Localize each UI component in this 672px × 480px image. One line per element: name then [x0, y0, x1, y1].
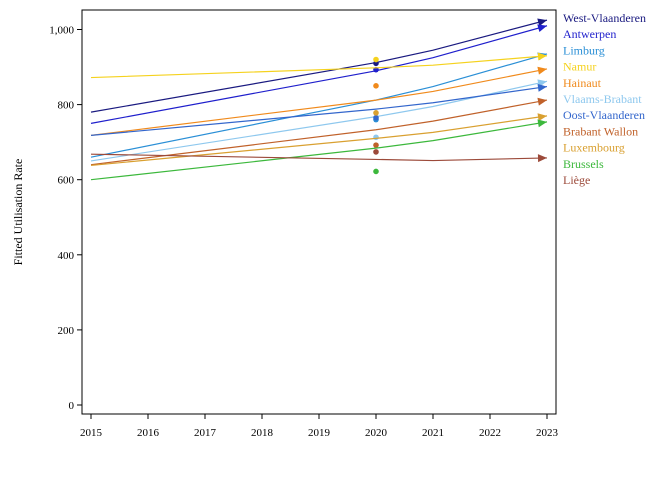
observed-point: [373, 83, 379, 89]
y-tick-label: 200: [58, 325, 75, 337]
chart-marks: 0 200 400 600 800 1,000 2015 2016 2017 2018 2019 20…: [49, 11, 646, 439]
series-line: [90, 115, 548, 167]
y-axis-title: Fitted Utilisation Rate: [11, 159, 25, 266]
series-arrowhead: [537, 113, 547, 122]
legend-entry: Brussels: [563, 157, 604, 171]
observed-point: [373, 168, 379, 175]
series-arrowhead: [537, 24, 547, 33]
observed-point: [373, 114, 379, 121]
legend-entry: Limburg: [563, 43, 605, 57]
x-tick-label: 2015: [80, 427, 103, 439]
series-arrowhead: [537, 18, 547, 27]
y-tick-label: 800: [58, 100, 75, 112]
series-line: [90, 25, 548, 124]
series-line: [90, 99, 548, 166]
series-line: [90, 55, 548, 79]
observed-point: [373, 142, 379, 148]
y-tick-label: 400: [58, 250, 75, 262]
legend-entry: Luxembourg: [563, 141, 625, 155]
legend-entry: Antwerpen: [563, 27, 616, 41]
x-tick-label: 2017: [194, 427, 217, 439]
x-tick-label: 2019: [308, 427, 331, 439]
x-tick-label: 2020: [365, 427, 388, 439]
series-arrowhead: [537, 66, 547, 75]
series-arrowhead: [537, 52, 547, 61]
series-line: [90, 19, 548, 113]
x-tick-label: 2022: [479, 427, 501, 439]
series-line: [90, 153, 548, 162]
series-arrowhead: [537, 119, 547, 128]
legend-entry: Liège: [563, 173, 590, 187]
y-tick-label: 0: [69, 400, 75, 412]
observed-point: [373, 134, 379, 141]
legend-entry: Vlaams-Brabant: [563, 92, 642, 106]
observed-point: [373, 56, 379, 63]
x-tick-label: 2018: [251, 427, 274, 439]
legend-entry: Brabant Wallon: [563, 124, 638, 138]
observed-point: [373, 149, 379, 155]
y-tick-label: 600: [58, 175, 75, 187]
series-line: [90, 53, 548, 158]
series-line: [90, 68, 548, 136]
plot-frame: [81, 9, 557, 415]
series-line: [90, 121, 548, 181]
series-line: [90, 85, 548, 136]
y-tick-label: 1,000: [49, 25, 74, 37]
x-tick-label: 2021: [422, 427, 444, 439]
series-arrowhead: [537, 83, 547, 92]
series-line: [90, 80, 548, 162]
series-arrowhead: [537, 97, 547, 106]
x-tick-label: 2016: [137, 427, 160, 439]
observed-point: [373, 110, 379, 116]
legend-entry: Namur: [563, 60, 596, 74]
legend-entry: Hainaut: [563, 76, 602, 90]
legend-entry: Oost-Vlaanderen: [563, 108, 645, 122]
legend-entry: West-Vlaanderen: [563, 11, 646, 25]
x-tick-label: 2023: [536, 427, 559, 439]
series-arrowhead: [537, 154, 547, 163]
